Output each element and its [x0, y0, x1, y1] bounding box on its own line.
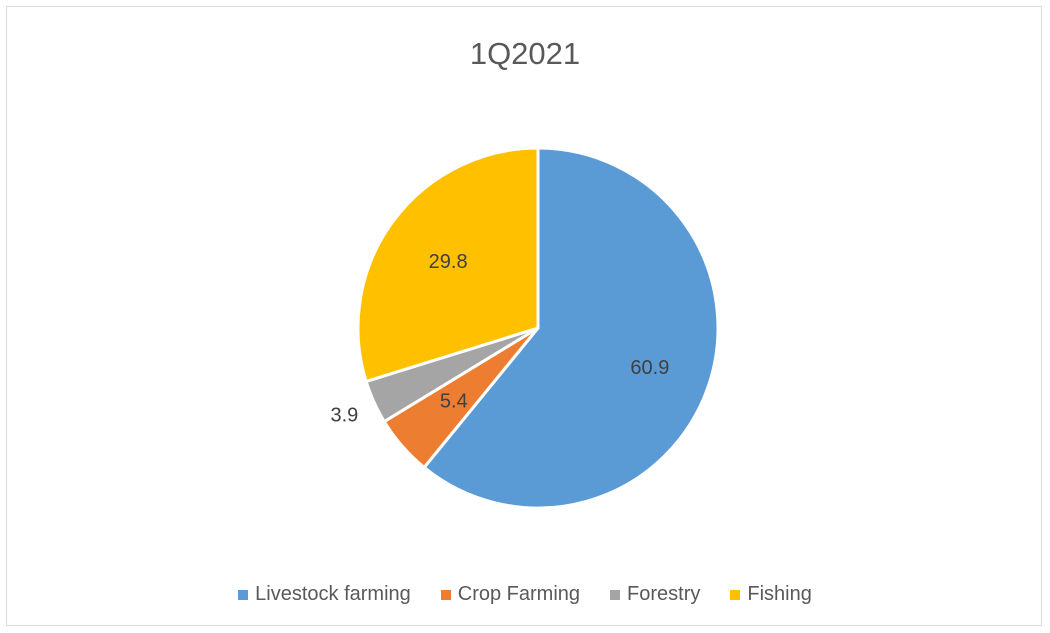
data-label-forestry: 3.9 — [331, 404, 359, 426]
legend-label-livestock-farming: Livestock farming — [255, 583, 411, 605]
legend-label-fishing: Fishing — [747, 583, 812, 605]
legend-item-forestry: Forestry — [610, 583, 700, 606]
chart-title: 1Q2021 — [469, 36, 581, 71]
chart-legend: Livestock farming Crop Farming Forestry … — [0, 583, 1050, 606]
data-label-fishing: 29.8 — [429, 251, 468, 273]
legend-swatch-fishing — [730, 589, 741, 600]
legend-item-crop-farming: Crop Farming — [440, 583, 581, 606]
legend-item-fishing: Fishing — [730, 583, 812, 606]
legend-swatch-livestock-farming — [238, 589, 249, 600]
legend-swatch-crop-farming — [440, 589, 451, 600]
legend-label-crop-farming: Crop Farming — [457, 583, 581, 605]
legend-item-livestock-farming: Livestock farming — [238, 583, 411, 606]
data-label-livestock-farming: 60.9 — [630, 357, 669, 379]
legend-label-forestry: Forestry — [627, 583, 701, 605]
legend-swatch-forestry — [610, 589, 621, 600]
pie-slice-fishing — [356, 146, 540, 383]
pie-slice-livestock-farming — [422, 146, 720, 510]
data-label-crop-farming: 5.4 — [440, 390, 468, 412]
